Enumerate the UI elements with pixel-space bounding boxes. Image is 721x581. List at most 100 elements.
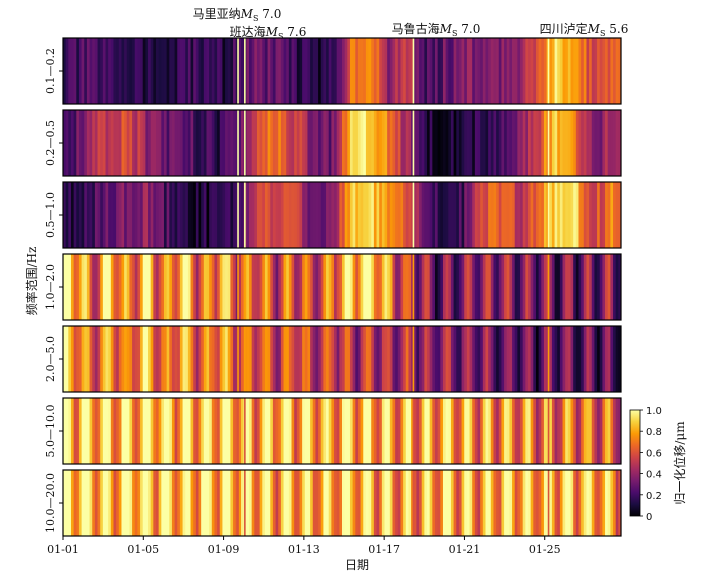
heatmap-cell xyxy=(179,254,183,320)
heatmap-cell xyxy=(214,398,218,464)
heatmap-cell xyxy=(408,254,412,320)
heatmap-cell xyxy=(466,182,470,248)
heatmap-cell xyxy=(357,254,361,320)
heatmap-cell xyxy=(142,38,146,104)
heatmap-cell xyxy=(591,110,595,176)
heatmap-cell xyxy=(262,182,266,248)
heatmap-cell xyxy=(562,254,566,320)
heatmap-cell xyxy=(427,182,431,248)
heatmap-cell xyxy=(312,398,316,464)
heatmap-cell xyxy=(195,110,199,176)
heatmap-cell xyxy=(124,326,128,392)
heatmap-cell xyxy=(254,110,258,176)
heatmap-cell xyxy=(267,38,271,104)
heatmap-cell xyxy=(230,398,234,464)
heatmap-cell xyxy=(373,110,377,176)
heatmap-cell xyxy=(557,326,561,392)
heatmap-cell xyxy=(525,326,529,392)
heatmap-cell xyxy=(283,110,287,176)
heatmap-cell xyxy=(607,470,611,536)
heatmap-cell xyxy=(299,326,303,392)
heatmap-cell xyxy=(264,182,268,248)
heatmap-cell xyxy=(567,254,571,320)
heatmap-cell xyxy=(528,182,532,248)
heatmap-cell xyxy=(342,398,346,464)
heatmap-cell xyxy=(493,254,497,320)
heatmap-cell xyxy=(567,110,571,176)
heatmap-cell xyxy=(280,326,284,392)
heatmap-cell xyxy=(294,254,298,320)
heatmap-cell xyxy=(150,326,154,392)
heatmap-cell xyxy=(456,326,460,392)
heatmap-cell xyxy=(610,182,614,248)
heatmap-cell xyxy=(241,110,245,176)
heatmap-cell xyxy=(477,254,481,320)
heatmap-cell xyxy=(108,182,112,248)
heatmap-cell xyxy=(193,326,197,392)
heatmap-cell xyxy=(256,110,261,176)
heatmap-cell xyxy=(368,182,372,248)
heatmap-cell xyxy=(599,326,603,392)
event-streak xyxy=(547,38,550,104)
heatmap-cell xyxy=(150,38,154,104)
heatmap-cell xyxy=(573,38,577,104)
heatmap-cell xyxy=(352,110,356,176)
heatmap-cell xyxy=(76,398,80,464)
heatmap-cell xyxy=(169,182,173,248)
heatmap-cell xyxy=(538,182,542,248)
event-streak xyxy=(237,470,239,536)
heatmap-cell xyxy=(275,326,279,392)
heatmap-cell xyxy=(312,110,316,176)
heatmap-cell xyxy=(413,182,417,248)
heatmap-cell xyxy=(403,470,407,536)
heatmap-cell xyxy=(429,110,433,176)
heatmap-cell xyxy=(408,326,412,392)
heatmap-cell xyxy=(517,254,521,320)
heatmap-cell xyxy=(442,470,447,536)
heatmap-cell xyxy=(605,254,609,320)
heatmap-cell xyxy=(610,326,614,392)
heatmap-cell xyxy=(488,326,492,392)
heatmap-cell xyxy=(379,254,383,320)
heatmap-cell xyxy=(70,398,75,464)
heatmap-cell xyxy=(530,38,534,104)
heatmap-cell xyxy=(389,182,393,248)
heatmap-cell xyxy=(267,326,271,392)
heatmap-cell xyxy=(429,182,433,248)
heatmap-cell xyxy=(392,38,396,104)
heatmap-cell xyxy=(230,38,234,104)
heatmap-cell xyxy=(485,110,489,176)
heatmap-cell xyxy=(557,398,561,464)
heatmap-cell xyxy=(201,110,205,176)
heatmap-cell xyxy=(613,470,617,536)
heatmap-cell xyxy=(355,398,359,464)
heatmap-cell xyxy=(177,110,181,176)
heatmap-cell xyxy=(525,254,529,320)
heatmap-cell xyxy=(132,326,136,392)
heatmap-cell xyxy=(108,470,112,536)
heatmap-cell xyxy=(320,182,324,248)
heatmap-cell xyxy=(193,470,197,536)
heatmap-cell xyxy=(445,470,449,536)
heatmap-cell xyxy=(320,470,324,536)
heatmap-cell xyxy=(177,470,181,536)
heatmap-cell xyxy=(113,38,117,104)
heatmap-cell xyxy=(126,398,130,464)
heatmap-cell xyxy=(201,38,205,104)
heatmap-cell xyxy=(280,254,284,320)
heatmap-cell xyxy=(397,470,401,536)
heatmap-cell xyxy=(254,326,258,392)
heatmap-cell xyxy=(100,38,104,104)
heatmap-cell xyxy=(435,398,439,464)
heatmap-cell xyxy=(259,110,263,176)
heatmap-cell xyxy=(118,254,122,320)
heatmap-band-1: 0.1—0.2 xyxy=(44,37,622,105)
heatmap-cell xyxy=(256,38,261,104)
heatmap-cell xyxy=(368,470,372,536)
heatmap-cell xyxy=(482,398,486,464)
heatmap-cell xyxy=(464,182,468,248)
heatmap-cell xyxy=(280,110,284,176)
heatmap-cell xyxy=(450,254,454,320)
heatmap-cell xyxy=(163,398,168,464)
heatmap-cell xyxy=(389,38,393,104)
